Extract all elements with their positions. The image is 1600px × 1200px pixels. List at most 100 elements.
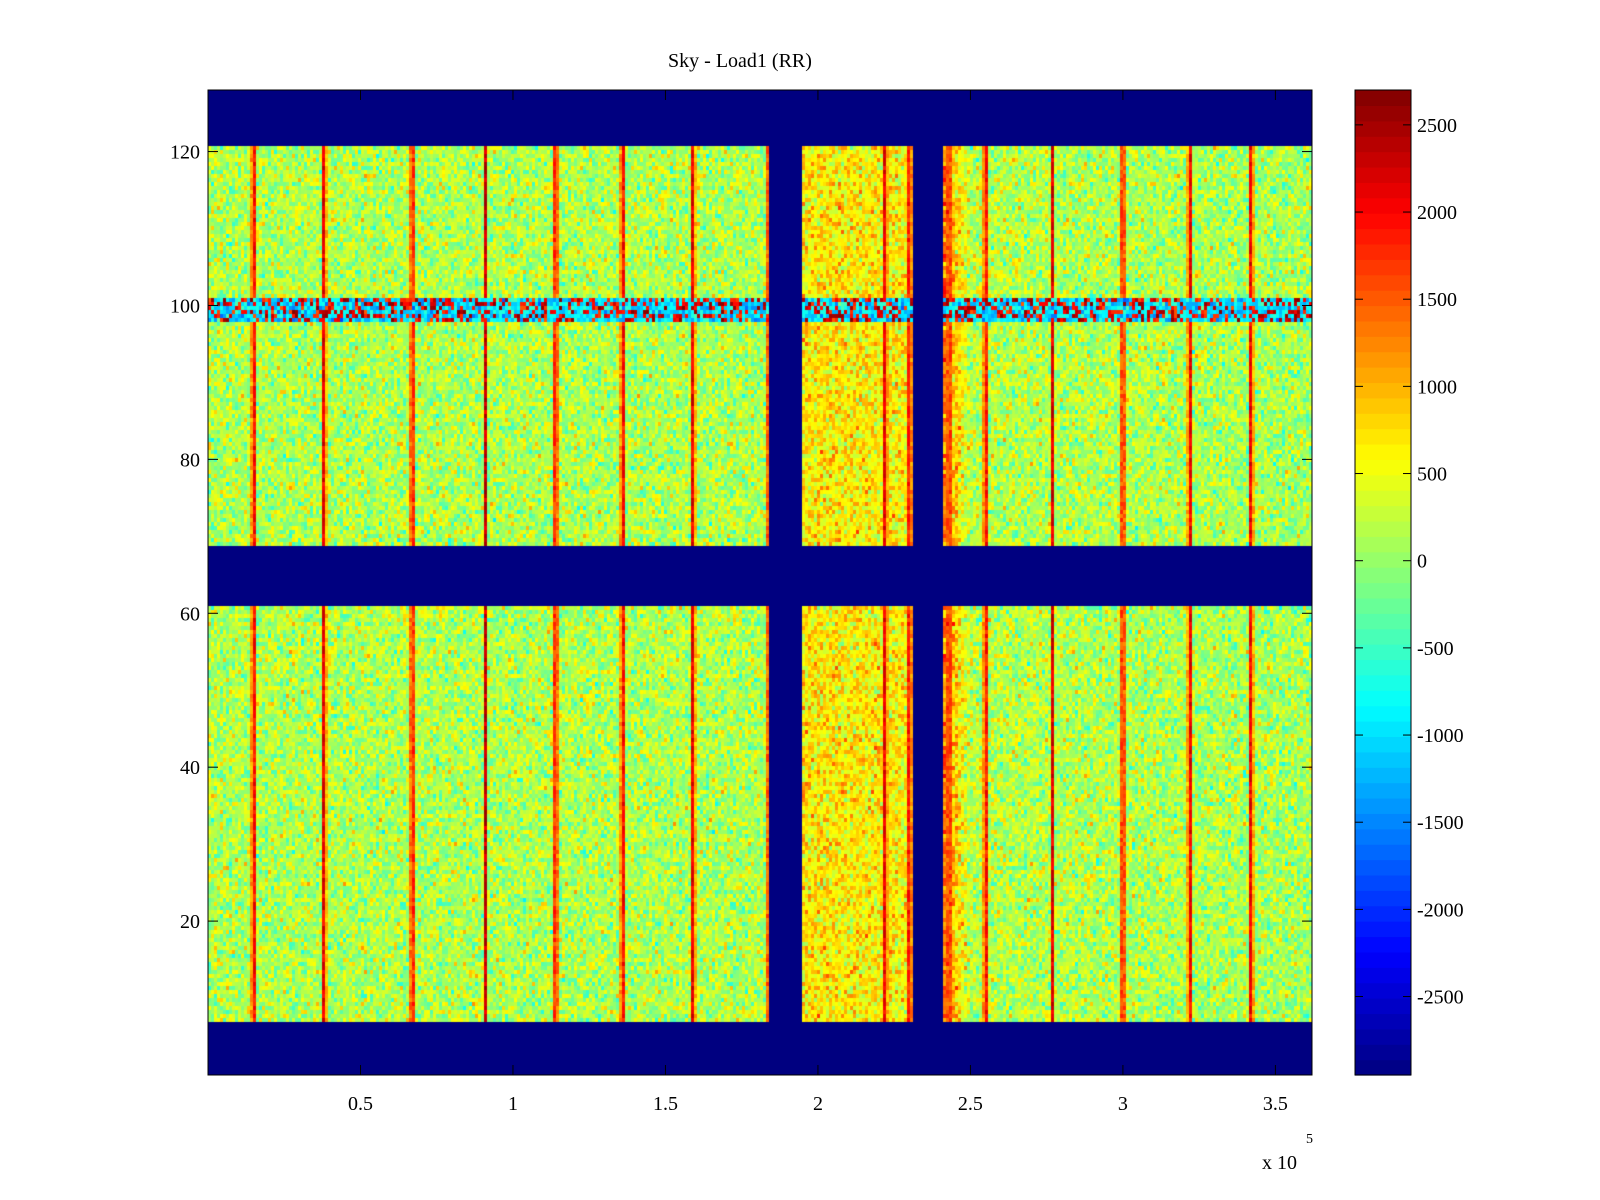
colorbar-band — [1355, 197, 1411, 214]
colorbar-band — [1355, 721, 1411, 738]
x-axis-tick-labels: 0.5 1 1.5 2 2.5 3 3.5 — [348, 1093, 1288, 1115]
x-tick-label: 1 — [508, 1093, 518, 1115]
colorbar-band — [1355, 551, 1411, 568]
colorbar-tick-labels: 2500 2000 1500 1000 500 0 -500 -1000 -1500 -2000 -… — [1417, 115, 1464, 1009]
colorbar-tick-label: -500 — [1417, 638, 1454, 660]
y-tick-label: 60 — [180, 603, 200, 625]
colorbar-band — [1355, 797, 1411, 814]
colorbar-band — [1355, 166, 1411, 183]
colorbar-tick-label: -2000 — [1417, 899, 1464, 921]
x-tick-label: 3 — [1118, 1093, 1128, 1115]
colorbar-band — [1355, 443, 1411, 460]
colorbar-band — [1355, 828, 1411, 845]
colorbar-band — [1355, 182, 1411, 199]
colorbar-band — [1355, 136, 1411, 153]
colorbar-band — [1355, 151, 1411, 168]
colorbar-tick-label: -2500 — [1417, 987, 1464, 1009]
colorbar-band — [1355, 628, 1411, 645]
heatmap-image — [208, 90, 1312, 1075]
colorbar-band — [1355, 936, 1411, 953]
colorbar-band — [1355, 397, 1411, 414]
colorbar-band — [1355, 320, 1411, 337]
colorbar-tick-label: 500 — [1417, 464, 1447, 486]
colorbar-band — [1355, 859, 1411, 876]
colorbar-band — [1355, 967, 1411, 984]
colorbar-band — [1355, 474, 1411, 491]
colorbar-tick-label: 2000 — [1417, 202, 1457, 224]
colorbar-band — [1355, 890, 1411, 907]
y-tick-label: 120 — [170, 142, 200, 164]
colorbar-band — [1355, 305, 1411, 322]
colorbar-band — [1355, 751, 1411, 768]
colorbar-tick-label: 1500 — [1417, 289, 1457, 311]
x-axis-exponent: x 10 5 — [1262, 1132, 1313, 1174]
colorbar-band — [1355, 336, 1411, 353]
colorbar-band — [1355, 644, 1411, 661]
x-tick-label: 2.5 — [958, 1093, 983, 1115]
colorbar-band — [1355, 382, 1411, 399]
y-tick-label: 80 — [180, 449, 200, 471]
colorbar-band — [1355, 367, 1411, 384]
colorbar-band — [1355, 582, 1411, 599]
colorbar-band — [1355, 1028, 1411, 1045]
colorbar-band — [1355, 782, 1411, 799]
colorbar-band — [1355, 490, 1411, 507]
colorbar-band — [1355, 459, 1411, 476]
chart-title: Sky - Load1 (RR) — [668, 50, 812, 72]
colorbar-band — [1355, 690, 1411, 707]
x-tick-marks — [359, 90, 1276, 1075]
colorbar-tick-label: 2500 — [1417, 115, 1457, 137]
colorbar-band — [1355, 567, 1411, 584]
colorbar-band — [1355, 613, 1411, 630]
x-tick-label: 3.5 — [1263, 1093, 1288, 1115]
colorbar-band — [1355, 274, 1411, 291]
colorbar-band — [1355, 921, 1411, 938]
colorbar-band — [1355, 1059, 1411, 1076]
colorbar-band — [1355, 659, 1411, 676]
colorbar-tick-label: 1000 — [1417, 376, 1457, 398]
y-tick-label: 100 — [170, 295, 200, 317]
colorbar-band — [1355, 413, 1411, 430]
colorbar-band — [1355, 428, 1411, 445]
colorbar-band — [1355, 290, 1411, 307]
colorbar: 2500 2000 1500 1000 500 0 -500 -1000 -1500 -2000 -… — [1354, 89, 1464, 1076]
colorbar-band — [1355, 674, 1411, 691]
x-tick-label: 1.5 — [653, 1093, 678, 1115]
x-axis-exponent-label: x 10 — [1262, 1152, 1297, 1174]
colorbar-band — [1355, 998, 1411, 1015]
colorbar-band — [1355, 1013, 1411, 1030]
x-tick-label: 0.5 — [348, 1093, 373, 1115]
colorbar-band — [1355, 874, 1411, 891]
colorbar-tick-label: -1500 — [1417, 812, 1464, 834]
colorbar-band — [1355, 844, 1411, 861]
x-axis-exponent-power: 5 — [1306, 1132, 1313, 1147]
plot-area — [207, 89, 1313, 1076]
colorbar-band — [1355, 228, 1411, 245]
colorbar-band — [1355, 351, 1411, 368]
colorbar-band — [1355, 505, 1411, 522]
colorbar-tick-label: 0 — [1417, 551, 1427, 573]
colorbar-band — [1355, 90, 1411, 106]
colorbar-band — [1355, 982, 1411, 999]
y-tick-marks — [208, 151, 1312, 922]
colorbar-band — [1355, 736, 1411, 753]
colorbar-gradient — [1355, 90, 1411, 1076]
colorbar-band — [1355, 520, 1411, 537]
colorbar-band — [1355, 597, 1411, 614]
colorbar-band — [1355, 1044, 1411, 1061]
colorbar-band — [1355, 259, 1411, 276]
plot-frame — [207, 89, 1313, 1076]
colorbar-tick-label: -1000 — [1417, 725, 1464, 747]
colorbar-band — [1355, 951, 1411, 968]
colorbar-band — [1355, 213, 1411, 230]
y-tick-label: 20 — [180, 911, 200, 933]
colorbar-band — [1355, 120, 1411, 137]
colorbar-frame — [1354, 89, 1412, 1076]
y-tick-label: 40 — [180, 757, 200, 779]
x-tick-label: 2 — [813, 1093, 823, 1115]
colorbar-tick-marks — [1355, 124, 1411, 998]
colorbar-band — [1355, 705, 1411, 722]
colorbar-band — [1355, 767, 1411, 784]
colorbar-band — [1355, 536, 1411, 553]
